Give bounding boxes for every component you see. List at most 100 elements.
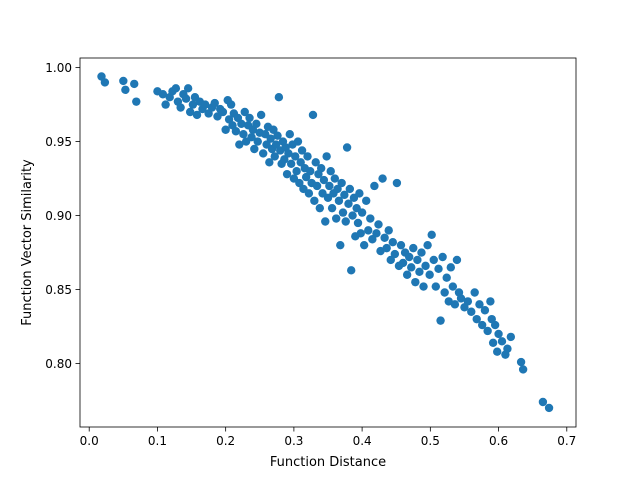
scatter-point	[356, 229, 365, 238]
scatter-point	[463, 297, 473, 306]
scatter-point	[402, 270, 412, 279]
scatter-point	[470, 288, 479, 297]
axes-frame	[79, 57, 577, 428]
scatter-point	[382, 243, 391, 253]
scatter-point	[415, 267, 424, 276]
y-axis-ticks: 0.80 0.85 0.90 0.95 1.00	[45, 61, 80, 371]
x-tick-label: 0.2	[216, 434, 235, 448]
scatter-point	[386, 255, 395, 265]
scatter-point	[171, 84, 181, 93]
scatter-point	[240, 107, 249, 117]
scatter-point	[188, 100, 198, 109]
scatter-point	[384, 226, 393, 235]
scatter-point	[419, 282, 428, 291]
scatter-point	[253, 137, 262, 146]
scatter-point	[477, 320, 487, 330]
scatter-point	[210, 98, 219, 108]
scatter-point	[538, 397, 548, 407]
scatter-point	[325, 181, 334, 191]
scatter-point	[488, 338, 498, 348]
scatter-point	[417, 248, 426, 257]
scatter-point	[239, 130, 248, 139]
scatter-point	[366, 214, 375, 223]
scatter-point	[286, 159, 296, 168]
scatter-point	[334, 196, 344, 205]
scatter-point	[544, 403, 554, 413]
scatter-point	[370, 181, 379, 191]
scatter-point	[303, 152, 312, 161]
x-axis-label: Function Distance	[270, 455, 386, 470]
scatter-point	[282, 169, 292, 179]
scatter-point	[483, 326, 492, 336]
scatter-point	[388, 238, 398, 247]
scatter-point	[247, 132, 256, 142]
scatter-point	[235, 140, 244, 149]
scatter-point	[119, 76, 128, 86]
y-axis-label: Function Vector Similarity	[20, 159, 35, 326]
x-tick-label: 0.5	[421, 434, 440, 448]
scatter-point	[280, 155, 289, 164]
scatter-point	[270, 152, 279, 161]
scatter-point	[359, 240, 369, 250]
scatter-point	[438, 252, 447, 262]
scatter-point	[322, 152, 331, 161]
scatter-point	[295, 178, 304, 188]
scatter-point	[392, 178, 402, 188]
scatter-point	[440, 288, 449, 297]
scatter-point	[411, 277, 420, 287]
scatter-point	[285, 130, 294, 139]
scatter-point	[380, 233, 389, 242]
scatter-point	[326, 166, 335, 176]
scatter-point	[404, 252, 414, 262]
scatter-point	[374, 220, 383, 229]
scatter-point	[130, 79, 139, 89]
scatter-point	[192, 110, 202, 120]
scatter-point	[226, 100, 236, 109]
x-tick-label: 0.3	[284, 434, 303, 448]
scatter-point	[490, 320, 500, 330]
scatter-point	[341, 217, 350, 226]
scatter-point	[218, 107, 228, 117]
scatter-point	[442, 273, 451, 282]
x-tick-label: 0.7	[557, 434, 576, 448]
scatter-point	[271, 140, 281, 149]
scatter-point	[321, 217, 330, 226]
scatter-point	[292, 166, 301, 176]
scatter-point	[297, 146, 307, 155]
scatter-point	[347, 266, 356, 275]
scatter-point	[293, 137, 303, 146]
scatter-point	[252, 119, 261, 129]
scatter-point	[250, 144, 259, 154]
scatter-point	[425, 270, 434, 279]
x-axis-ticks: 0.0 0.1 0.2 0.3 0.4 0.5 0.6 0.7	[80, 427, 576, 448]
scatter-point	[344, 199, 353, 208]
scatter-point	[269, 125, 278, 134]
scatter-point	[319, 175, 329, 185]
scatter-point	[518, 365, 528, 374]
scatter-point	[330, 174, 340, 183]
scatter-point	[493, 347, 502, 356]
scatter-point	[423, 240, 432, 250]
scatter-point	[467, 307, 476, 316]
scatter-point	[436, 316, 445, 325]
scatter-point	[231, 127, 241, 136]
scatter-point	[516, 357, 526, 367]
data-points	[97, 72, 554, 413]
scatter-point	[185, 107, 195, 117]
scatter-point	[434, 264, 443, 274]
scatter-point	[327, 203, 337, 213]
scatter-point	[132, 97, 141, 106]
scatter-point	[340, 190, 349, 200]
scatter-point	[506, 332, 516, 342]
scatter-point	[396, 240, 406, 250]
scatter-point	[331, 214, 341, 223]
scatter-point	[472, 314, 481, 324]
scatter-point	[427, 230, 436, 240]
scatter-point	[301, 172, 311, 182]
scatter-point	[176, 103, 185, 112]
scatter-point	[398, 258, 408, 268]
scatter-point	[353, 218, 363, 228]
scatter-point	[355, 189, 364, 198]
